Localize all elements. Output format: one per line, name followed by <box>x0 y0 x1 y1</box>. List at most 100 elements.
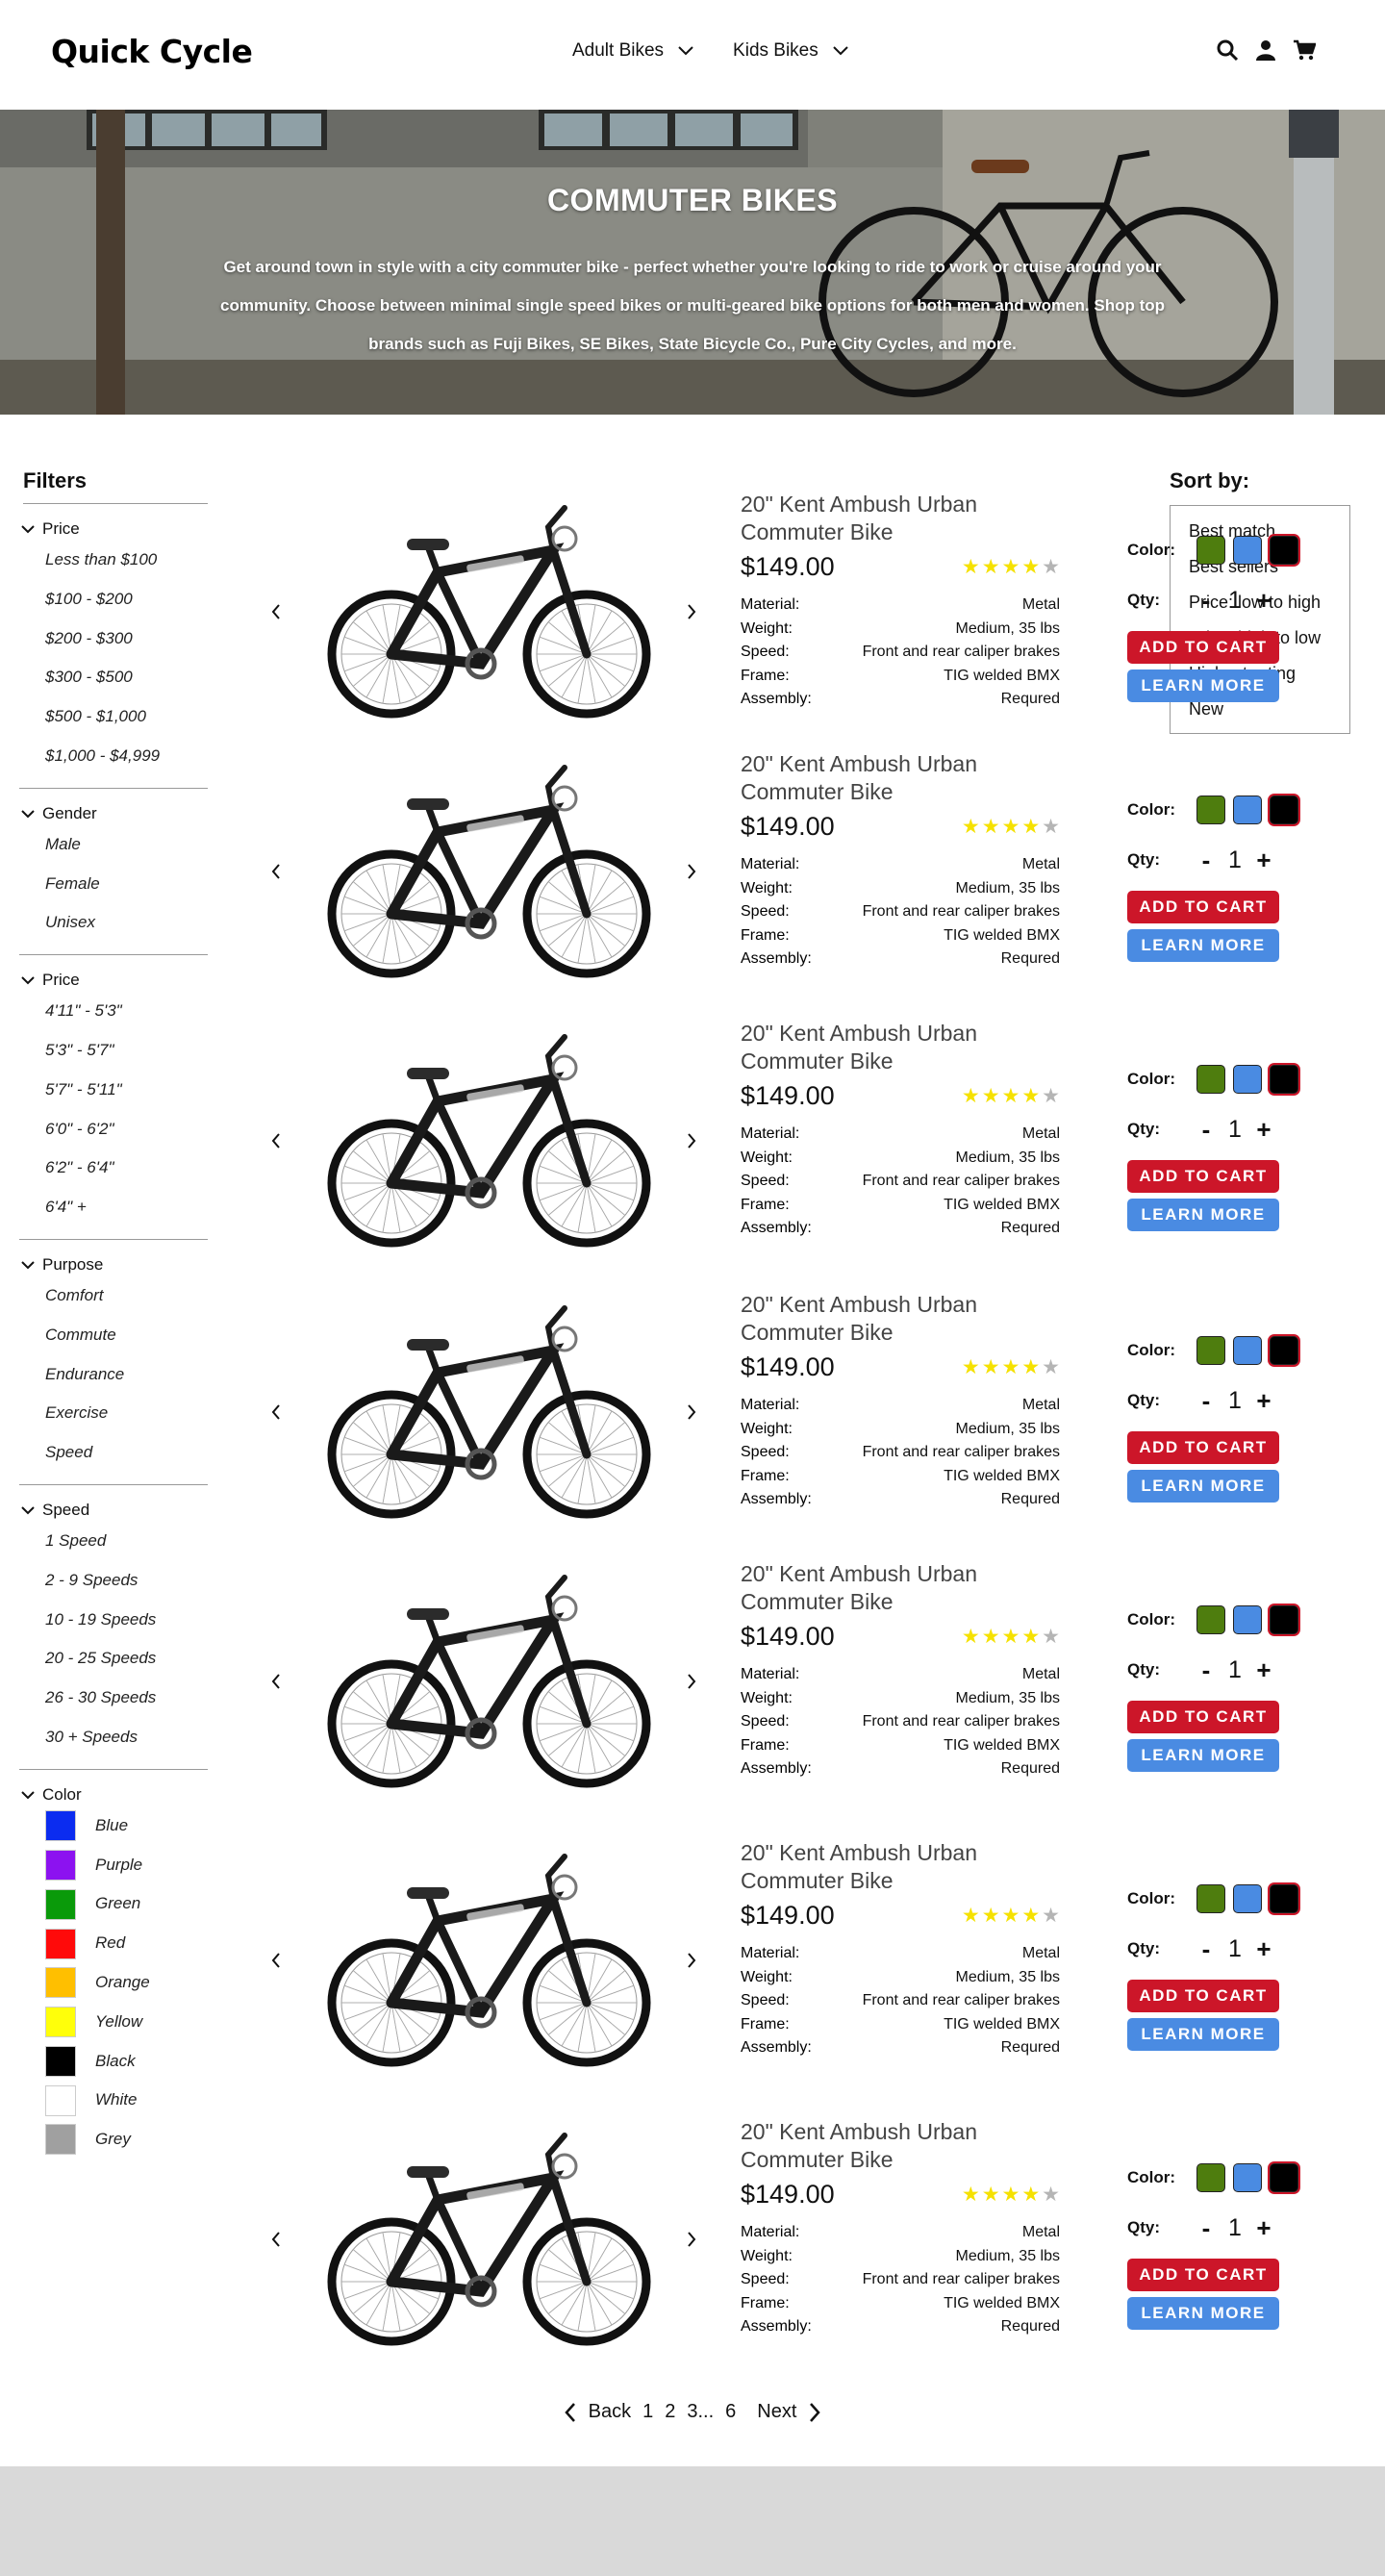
chevron-right-icon[interactable] <box>685 1402 698 1422</box>
color-swatch-option[interactable] <box>1196 796 1225 824</box>
color-filter-option[interactable]: Green <box>45 1884 208 1924</box>
add-to-cart-button[interactable]: ADD TO CART <box>1127 1701 1279 1733</box>
product-title[interactable]: 20" Kent Ambush Urban Commuter Bike <box>741 1561 977 1614</box>
color-filter-option[interactable]: Purple <box>45 1846 208 1885</box>
qty-decrease-button[interactable]: - <box>1201 1933 1211 1963</box>
learn-more-button[interactable]: LEARN MORE <box>1127 929 1279 962</box>
chevron-right-icon[interactable] <box>685 1131 698 1150</box>
filter-option[interactable]: Male <box>45 834 81 853</box>
filter-option[interactable]: Less than $100 <box>45 550 158 568</box>
color-swatch-option[interactable] <box>1196 536 1225 565</box>
filter-option[interactable]: $100 - $200 <box>45 589 133 608</box>
color-swatch-option[interactable] <box>1270 2163 1298 2192</box>
qty-decrease-button[interactable]: - <box>1201 1385 1211 1415</box>
filter-option[interactable]: 10 - 19 Speeds <box>45 1609 157 1629</box>
qty-increase-button[interactable]: + <box>1256 1385 1272 1415</box>
add-to-cart-button[interactable]: ADD TO CART <box>1127 891 1279 923</box>
qty-value[interactable]: 1 <box>1228 1386 1242 1414</box>
filter-option[interactable]: $200 - $300 <box>45 628 133 647</box>
search-icon[interactable] <box>1216 38 1239 62</box>
product-image[interactable] <box>313 1570 668 1791</box>
color-filter-option[interactable]: Blue <box>45 1806 208 1846</box>
color-swatch-option[interactable] <box>1233 536 1262 565</box>
color-swatch-option[interactable] <box>1233 1884 1262 1913</box>
qty-increase-button[interactable]: + <box>1256 1933 1272 1963</box>
nav-kids-bikes[interactable]: Kids Bikes <box>733 40 849 62</box>
color-swatch-option[interactable] <box>1233 1605 1262 1634</box>
filter-option[interactable]: Speed <box>45 1443 93 1462</box>
nav-adult-bikes[interactable]: Adult Bikes <box>572 40 694 62</box>
filter-option[interactable]: 1 Speed <box>45 1530 107 1550</box>
color-swatch-option[interactable] <box>1233 1336 1262 1365</box>
color-swatch-option[interactable] <box>1196 1605 1225 1634</box>
qty-value[interactable]: 1 <box>1228 586 1242 614</box>
qty-value[interactable]: 1 <box>1228 846 1242 873</box>
color-swatch-option[interactable] <box>1270 796 1298 824</box>
qty-decrease-button[interactable]: - <box>1201 1654 1211 1684</box>
add-to-cart-button[interactable]: ADD TO CART <box>1127 1160 1279 1193</box>
filter-group-header[interactable]: Speed <box>21 1501 208 1520</box>
add-to-cart-button[interactable]: ADD TO CART <box>1127 2259 1279 2291</box>
sort-label[interactable]: Sort by: <box>1170 468 1250 492</box>
learn-more-button[interactable]: LEARN MORE <box>1127 1739 1279 1772</box>
chevron-left-icon[interactable] <box>269 1672 283 1691</box>
color-swatch-option[interactable] <box>1196 1336 1225 1365</box>
pagination-page-6[interactable]: 6 <box>725 2401 737 2422</box>
add-to-cart-button[interactable]: ADD TO CART <box>1127 1980 1279 2012</box>
filter-option[interactable]: Female <box>45 873 100 893</box>
learn-more-button[interactable]: LEARN MORE <box>1127 2297 1279 2330</box>
chevron-left-icon[interactable] <box>269 2230 283 2249</box>
color-swatch-option[interactable] <box>1233 796 1262 824</box>
qty-increase-button[interactable]: + <box>1256 585 1272 615</box>
filter-option[interactable]: Unisex <box>45 913 95 932</box>
qty-value[interactable]: 1 <box>1228 1655 1242 1683</box>
product-title[interactable]: 20" Kent Ambush Urban Commuter Bike <box>741 1292 977 1345</box>
pagination-back[interactable]: Back <box>588 2401 632 2422</box>
color-swatch-option[interactable] <box>1270 1884 1298 1913</box>
product-image[interactable] <box>313 500 668 721</box>
filter-option[interactable]: 26 - 30 Speeds <box>45 1688 157 1707</box>
qty-value[interactable]: 1 <box>1228 1934 1242 1962</box>
color-swatch-option[interactable] <box>1233 2163 1262 2192</box>
chevron-right-icon[interactable] <box>685 862 698 881</box>
learn-more-button[interactable]: LEARN MORE <box>1127 669 1279 702</box>
color-swatch-option[interactable] <box>1196 1884 1225 1913</box>
filter-option[interactable]: 20 - 25 Speeds <box>45 1649 157 1668</box>
qty-increase-button[interactable]: + <box>1256 1114 1272 1144</box>
color-swatch-option[interactable] <box>1270 1605 1298 1634</box>
chevron-right-icon[interactable] <box>685 1951 698 1970</box>
qty-decrease-button[interactable]: - <box>1201 845 1211 874</box>
pagination-page-1[interactable]: 1 <box>642 2401 654 2422</box>
cart-icon[interactable] <box>1293 38 1317 62</box>
product-image[interactable] <box>313 760 668 981</box>
filter-option[interactable]: 5'3" - 5'7" <box>45 1040 114 1059</box>
qty-increase-button[interactable]: + <box>1256 845 1272 874</box>
filter-option[interactable]: 4'11" - 5'3" <box>45 1001 122 1021</box>
qty-value[interactable]: 1 <box>1228 1115 1242 1143</box>
product-title[interactable]: 20" Kent Ambush Urban Commuter Bike <box>741 751 977 804</box>
add-to-cart-button[interactable]: ADD TO CART <box>1127 1431 1279 1464</box>
filter-group-header[interactable]: Price <box>21 971 208 990</box>
color-swatch-option[interactable] <box>1233 1065 1262 1094</box>
color-filter-option[interactable]: Orange <box>45 1963 208 2003</box>
color-filter-option[interactable]: Grey <box>45 2120 208 2159</box>
chevron-left-icon[interactable] <box>269 1951 283 1970</box>
filter-group-header[interactable]: Color <box>21 1785 208 1805</box>
filter-option[interactable]: 30 + Speeds <box>45 1727 138 1746</box>
filter-option[interactable]: 6'2" - 6'4" <box>45 1158 114 1177</box>
filter-option[interactable]: 2 - 9 Speeds <box>45 1570 138 1589</box>
product-title[interactable]: 20" Kent Ambush Urban Commuter Bike <box>741 492 977 544</box>
product-image[interactable] <box>313 1029 668 1250</box>
filter-option[interactable]: Endurance <box>45 1364 125 1383</box>
filter-option[interactable]: $300 - $500 <box>45 668 133 687</box>
chevron-left-icon[interactable] <box>269 1402 283 1422</box>
filter-option[interactable]: Exercise <box>45 1403 109 1423</box>
filter-group-header[interactable]: Purpose <box>21 1255 208 1275</box>
filter-option[interactable]: Commute <box>45 1325 116 1344</box>
pagination-page-3[interactable]: 3... <box>687 2401 715 2422</box>
product-image[interactable] <box>313 2128 668 2349</box>
color-swatch-option[interactable] <box>1270 536 1298 565</box>
color-filter-option[interactable]: Yellow <box>45 2003 208 2042</box>
learn-more-button[interactable]: LEARN MORE <box>1127 2018 1279 2051</box>
filter-option[interactable]: $500 - $1,000 <box>45 707 146 726</box>
